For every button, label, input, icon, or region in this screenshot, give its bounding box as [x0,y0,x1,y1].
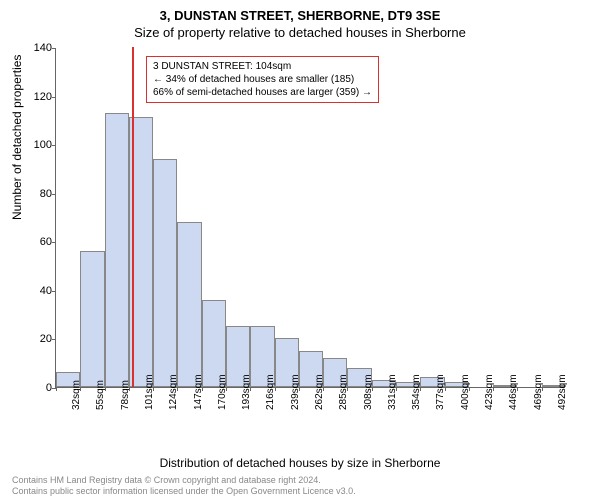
y-tick-label: 140 [24,42,52,54]
x-axis-label: Distribution of detached houses by size … [0,456,600,470]
footer-line-2: Contains public sector information licen… [12,486,356,497]
y-axis-label: Number of detached properties [10,55,24,220]
y-tick-label: 60 [24,236,52,248]
annotation-line-2: ← 34% of detached houses are smaller (18… [153,73,372,86]
y-tick-label: 80 [24,188,52,200]
x-tick-label: 492sqm [557,374,568,410]
x-tick-label: 400sqm [460,374,471,410]
plot-region: 02040608010012014032sqm55sqm78sqm101sqm1… [55,48,565,388]
x-tick-label: 469sqm [533,374,544,410]
chart-title-sub: Size of property relative to detached ho… [0,23,600,40]
x-tick-label: 331sqm [387,374,398,410]
x-tick-label: 446sqm [508,374,519,410]
chart-title-main: 3, DUNSTAN STREET, SHERBORNE, DT9 3SE [0,0,600,23]
y-tick-label: 120 [24,91,52,103]
y-tick-label: 0 [24,382,52,394]
x-tick-label: 423sqm [484,374,495,410]
annotation-line-3: 66% of semi-detached houses are larger (… [153,86,372,99]
y-tick-label: 40 [24,285,52,297]
chart-area: 02040608010012014032sqm55sqm78sqm101sqm1… [55,48,565,418]
histogram-bar [153,159,177,387]
x-tick-label: 377sqm [435,374,446,410]
footer-line-1: Contains HM Land Registry data © Crown c… [12,475,356,486]
histogram-bar [177,222,201,387]
histogram-bar [105,113,129,387]
footer-attribution: Contains HM Land Registry data © Crown c… [12,475,356,497]
property-marker-line [132,47,134,387]
y-tick-label: 20 [24,333,52,345]
annotation-line-1: 3 DUNSTAN STREET: 104sqm [153,60,372,73]
annotation-box: 3 DUNSTAN STREET: 104sqm← 34% of detache… [146,56,379,103]
y-tick-label: 100 [24,139,52,151]
histogram-bar [80,251,104,387]
